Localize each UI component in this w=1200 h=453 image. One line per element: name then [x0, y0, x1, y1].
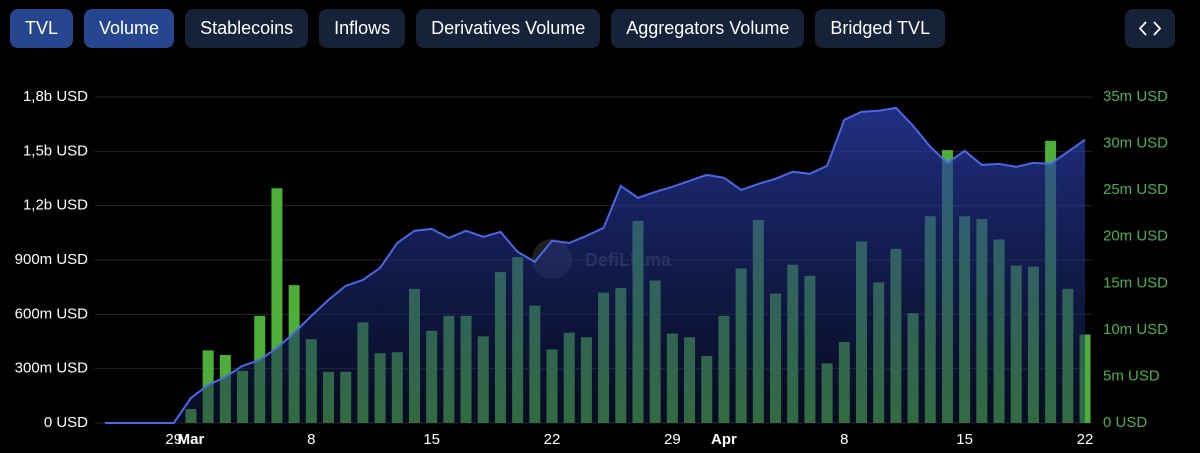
tab[interactable]: TVL	[10, 9, 74, 48]
y-tick-label: 300m USD	[15, 360, 89, 377]
y-tick-label: 1,8b USD	[23, 88, 88, 105]
y2-tick-label: 30m USD	[1103, 135, 1168, 152]
x-tick-label: 15	[423, 431, 440, 448]
y-tick-label: 0 USD	[44, 414, 88, 431]
y2-tick-label: 15m USD	[1103, 274, 1168, 291]
tab[interactable]: Stablecoins	[185, 9, 309, 48]
y2-tick-label: 5m USD	[1103, 367, 1160, 384]
x-tick-label: Apr	[711, 431, 737, 448]
tab-bar: TVL Volume Stablecoins Inflows Derivatives V…	[10, 9, 946, 48]
y-tick-label: 900m USD	[15, 251, 89, 268]
bar	[271, 188, 283, 423]
x-tick-label: 29	[165, 431, 182, 448]
icon-stroke	[1153, 21, 1162, 36]
tab[interactable]: Aggregators Volume	[611, 9, 805, 48]
tab[interactable]: Bridged TVL	[815, 9, 946, 48]
y2-tick-label: 10m USD	[1103, 321, 1168, 338]
y2-tick-label: 20m USD	[1103, 228, 1168, 245]
y-tick-label: 1,5b USD	[23, 142, 88, 159]
icon-stroke	[1138, 21, 1147, 36]
y2-tick-label: 25m USD	[1103, 181, 1168, 198]
x-tick-label: 29	[664, 431, 681, 448]
x-tick-label: Mar	[178, 431, 205, 448]
tab[interactable]: Volume	[84, 9, 175, 48]
tab[interactable]: Derivatives Volume	[416, 9, 601, 48]
x-tick-label: 22	[1077, 431, 1094, 448]
area	[105, 107, 1085, 423]
line	[105, 106, 1086, 424]
y2-tick-label: 35m USD	[1103, 88, 1168, 105]
y-tick-label: 600m USD	[15, 305, 89, 322]
x-tick-label: 22	[544, 431, 561, 448]
x-tick-label: 8	[307, 431, 315, 448]
x-tick-label: 15	[956, 431, 973, 448]
embed-icon	[1138, 21, 1162, 36]
y-tick-label: 1,2b USD	[23, 197, 88, 214]
embed-button[interactable]	[1125, 9, 1175, 48]
x-tick-label: 8	[840, 431, 848, 448]
y2-tick-label: 0 USD	[1103, 414, 1147, 431]
tab[interactable]: Inflows	[319, 9, 406, 48]
